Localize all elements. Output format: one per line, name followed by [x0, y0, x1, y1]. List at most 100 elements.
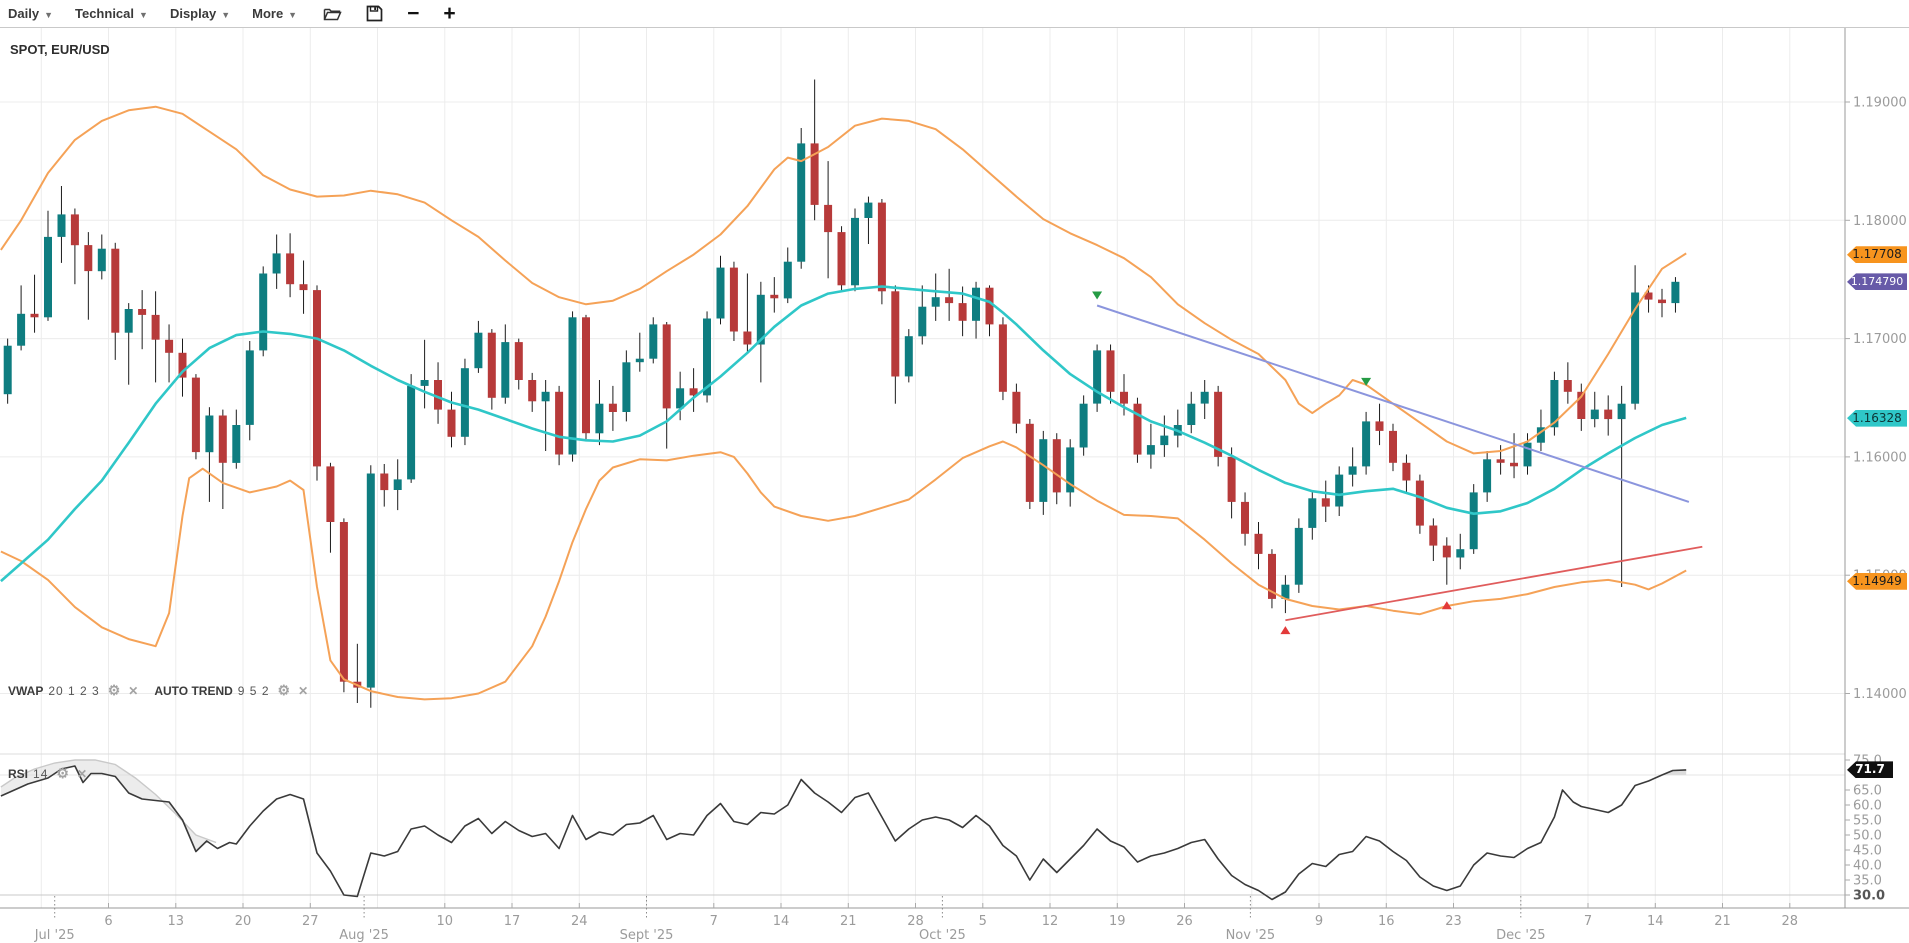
gear-icon[interactable]: ⚙	[107, 682, 121, 698]
vwap-legend-name: VWAP	[8, 683, 44, 698]
close-icon[interactable]: ✕	[76, 766, 87, 781]
week-axis-label: 16	[1378, 914, 1395, 929]
price-axis-label: 1.19000	[1853, 96, 1907, 111]
candle	[393, 459, 402, 511]
gear-icon[interactable]: ⚙	[56, 765, 69, 781]
candle	[1039, 430, 1048, 515]
candle	[460, 358, 469, 446]
open-folder-icon[interactable]	[323, 6, 342, 22]
menu-technical[interactable]: Technical ▼	[75, 6, 148, 21]
week-axis-label: 28	[1782, 914, 1799, 929]
candle	[380, 464, 389, 507]
candle	[985, 285, 994, 337]
week-axis-label: 14	[1647, 914, 1664, 929]
candle	[191, 374, 200, 460]
autotrend-legend: AUTO TREND 9 5 2 ⚙ ✕	[154, 682, 308, 699]
save-icon[interactable]	[366, 5, 383, 22]
candle	[918, 285, 927, 345]
candle	[232, 409, 241, 469]
candle	[770, 277, 779, 313]
candle	[487, 329, 496, 410]
candle	[1469, 484, 1478, 554]
candle	[501, 324, 510, 404]
candle	[3, 338, 12, 404]
chevron-down-icon: ▼	[288, 9, 298, 20]
candle	[541, 380, 550, 451]
month-axis-label: Nov '25	[1226, 928, 1276, 943]
candle	[837, 226, 846, 292]
candle	[1133, 397, 1142, 463]
candle	[1577, 383, 1586, 431]
candle	[1079, 395, 1088, 456]
candle	[824, 161, 833, 279]
rsi-legend: RSI 14 ⚙ ✕	[8, 765, 87, 782]
chevron-down-icon: ▼	[221, 9, 231, 20]
candle	[1375, 403, 1384, 446]
candle	[1200, 380, 1209, 419]
candle	[514, 338, 523, 390]
candle	[1631, 265, 1640, 410]
candle	[1348, 447, 1357, 487]
candle	[931, 273, 940, 321]
candle	[1160, 415, 1169, 457]
vwap-upper-band-line	[0, 105, 1687, 455]
month-axis-label: Aug '25	[339, 928, 389, 943]
price-chart-svg[interactable]: 1.190001.180001.170001.160001.150001.140…	[0, 28, 1909, 943]
candle	[1536, 409, 1545, 451]
close-icon[interactable]: ✕	[128, 683, 139, 698]
close-icon[interactable]: ✕	[298, 683, 309, 698]
candle	[662, 322, 671, 449]
candle	[151, 291, 160, 383]
zoom-out-icon[interactable]: −	[407, 1, 420, 25]
zoom-in-icon[interactable]: +	[443, 1, 456, 25]
week-axis-label: 13	[168, 914, 185, 929]
rsi-axis-label: 50.0	[1853, 829, 1882, 844]
week-axis-label: 6	[104, 914, 112, 929]
week-axis-label: 23	[1445, 914, 1462, 929]
auto-trendline-resistance	[1096, 304, 1690, 503]
menu-timeframe[interactable]: Daily ▼	[8, 6, 53, 21]
rsi-axis-label: 65.0	[1853, 784, 1882, 799]
candle	[783, 247, 792, 304]
candle	[945, 268, 954, 321]
candle	[1483, 451, 1492, 502]
candle	[1227, 447, 1236, 519]
week-axis-label: 26	[1176, 914, 1193, 929]
candle	[1106, 344, 1115, 404]
candle	[998, 317, 1007, 401]
menu-display[interactable]: Display ▼	[170, 6, 230, 21]
week-axis-label: 21	[840, 914, 857, 929]
candle	[1335, 466, 1344, 516]
candle	[30, 274, 39, 333]
candle	[353, 643, 362, 703]
candle	[1550, 371, 1559, 436]
candle	[1146, 423, 1155, 469]
rsi-legend-params: 14	[33, 766, 49, 781]
candle	[797, 128, 806, 269]
week-axis-label: 20	[235, 914, 252, 929]
candle	[205, 407, 214, 502]
candle	[1012, 383, 1021, 434]
rsi-axis-label: 60.0	[1853, 799, 1882, 814]
week-axis-label: 27	[302, 914, 319, 929]
candle	[756, 281, 765, 383]
candle	[84, 232, 93, 320]
candle	[1321, 480, 1330, 522]
week-axis-label: 17	[504, 914, 521, 929]
menu-more[interactable]: More ▼	[252, 6, 297, 21]
vwap-legend-params: 20 1 2 3	[48, 683, 100, 698]
gear-icon[interactable]: ⚙	[277, 682, 291, 698]
rsi-axis-label: 40.0	[1853, 859, 1882, 874]
week-axis-label: 21	[1714, 914, 1731, 929]
candle	[245, 341, 254, 441]
candle	[1362, 411, 1371, 475]
candle	[1429, 518, 1438, 561]
candle	[595, 380, 604, 446]
candle	[635, 332, 644, 372]
rsi-soft-line	[0, 759, 217, 844]
chart-canvas[interactable]: 1.190001.180001.170001.160001.150001.140…	[0, 28, 1909, 943]
candle	[1254, 522, 1263, 570]
candle	[1456, 533, 1465, 570]
week-axis-label: 19	[1109, 914, 1126, 929]
month-axis-label: Oct '25	[919, 928, 966, 943]
